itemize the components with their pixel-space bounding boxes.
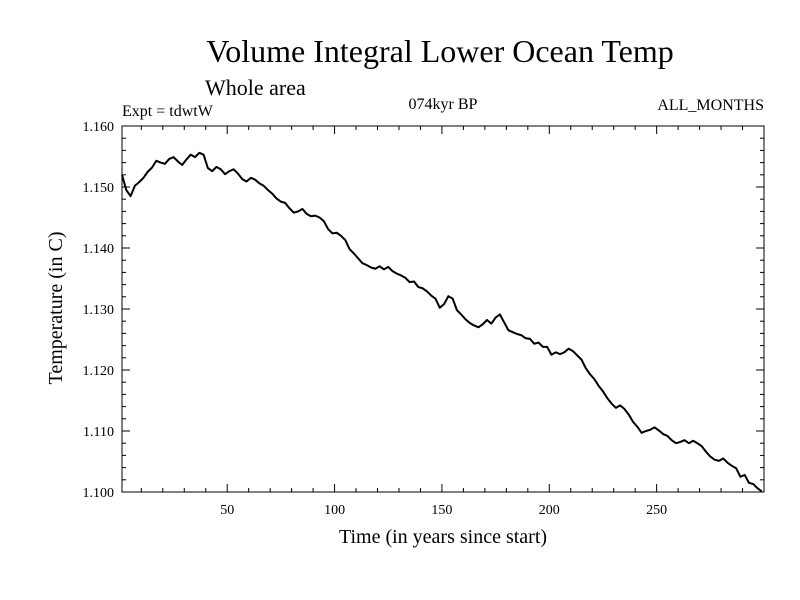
plot-area: [121, 125, 765, 493]
y-axis-label: Temperature (in C): [45, 232, 67, 385]
tick-label-group: 50 100 150 200 250 1.100 1.110 1.120 1.130 1.140 1…: [83, 120, 668, 518]
tick-group: [122, 126, 764, 492]
chart-subtitle: Whole area: [205, 75, 306, 100]
y-tick-label: 1.100: [83, 486, 115, 501]
header-center: 074kyr BP: [409, 96, 478, 113]
header-right: ALL_MONTHS: [657, 97, 764, 114]
x-tick-label: 200: [539, 503, 560, 518]
x-axis-label: Time (in years since start): [339, 526, 547, 548]
y-tick-label: 1.140: [83, 242, 115, 257]
header-left: Expt = tdwtW: [122, 103, 214, 120]
y-tick-label: 1.120: [83, 364, 115, 379]
y-tick-label: 1.130: [83, 303, 115, 318]
x-tick-label: 150: [431, 503, 452, 518]
y-tick-label: 1.110: [83, 425, 114, 440]
x-tick-label: 50: [220, 503, 234, 518]
x-tick-label: 100: [324, 503, 345, 518]
y-tick-label: 1.160: [83, 120, 115, 135]
chart-title: Volume Integral Lower Ocean Temp: [206, 33, 674, 69]
x-tick-label: 250: [646, 503, 667, 518]
y-tick-label: 1.150: [83, 181, 115, 196]
series-line-temperature: [121, 151, 763, 493]
